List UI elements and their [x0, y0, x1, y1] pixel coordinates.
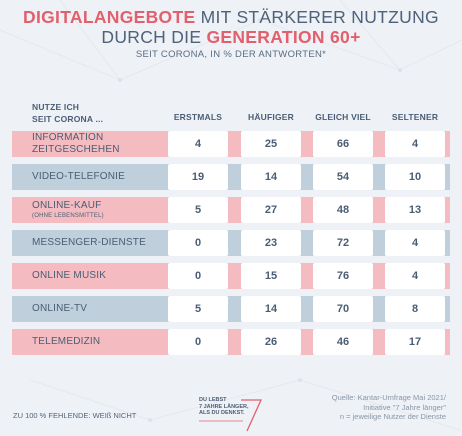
value-cell: 14	[241, 164, 301, 190]
row-label: MESSENGER-DIENSTE	[32, 237, 146, 249]
source-line-2: Initiative "7 Jahre länger"	[363, 402, 446, 412]
row-header: NUTZE ICH SEIT CORONA ...	[32, 101, 103, 125]
source-note: Quelle: Kantar-Umfrage Mai 2021/ Initiat…	[246, 393, 446, 422]
table-row	[12, 197, 450, 223]
logo-line-1: DU LEBST	[199, 397, 227, 403]
value-cell: 5	[168, 197, 228, 223]
logo-text: DU LEBST 7 JAHRE LÄNGER, ALS DU DENKST.	[199, 397, 259, 417]
row-label: ONLINE-TV	[32, 303, 87, 315]
row-label-line: MESSENGER-DIENSTE	[32, 237, 146, 248]
value-cell: 4	[168, 131, 228, 157]
column-header-seltener: SELTENER	[391, 112, 439, 122]
value-cell: 70	[313, 296, 373, 322]
value-cell: 14	[241, 296, 301, 322]
row-label-line: ONLINE-KAUF	[32, 200, 102, 211]
row-label: VIDEO-TELEFONIE	[32, 171, 125, 183]
value-cell: 4	[385, 230, 445, 256]
row-label: TELEMEDIZIN	[32, 336, 100, 348]
value-cell: 66	[313, 131, 373, 157]
value-cell: 26	[241, 329, 301, 355]
value-cell: 8	[385, 296, 445, 322]
value-cell: 19	[168, 164, 228, 190]
row-label-line: TELEMEDIZIN	[32, 336, 101, 347]
row-label-line: ONLINE MUSIK	[32, 270, 107, 281]
title-highlight-1: DIGITALANGEBOTE	[23, 7, 196, 27]
value-cell: 72	[313, 230, 373, 256]
title-text-2: DURCH DIE	[101, 27, 207, 47]
value-cell: 13	[385, 197, 445, 223]
value-cell: 0	[168, 263, 228, 289]
column-header-gleich-viel: GLEICH VIEL	[315, 112, 371, 122]
value-cell: 17	[385, 329, 445, 355]
table-row	[12, 329, 450, 355]
footnote: ZU 100 % FEHLENDE: WEIß NICHT	[13, 411, 137, 420]
title-text-1: MIT STÄRKERER NUTZUNG	[195, 7, 439, 27]
value-cell: 54	[313, 164, 373, 190]
table-row	[12, 230, 450, 256]
row-header-line-2: SEIT CORONA ...	[32, 114, 104, 124]
table-row	[12, 164, 450, 190]
value-cell: 46	[313, 329, 373, 355]
value-cell: 23	[241, 230, 301, 256]
value-cell: 10	[385, 164, 445, 190]
logo-line-2: 7 JAHRE LÄNGER,	[199, 403, 249, 410]
chart-subtitle: SEIT CORONA, IN % DER ANTWORTEN*	[135, 49, 327, 60]
value-cell: 48	[313, 197, 373, 223]
value-cell: 4	[385, 263, 445, 289]
row-label-line: ZEITGESCHEHEN	[32, 144, 120, 155]
row-label: INFORMATION ZEITGESCHEHEN	[32, 132, 120, 156]
column-header-erstmals: ERSTMALS	[173, 112, 223, 122]
row-label-line: VIDEO-TELEFONIE	[32, 171, 126, 182]
source-line-1: Quelle: Kantar-Umfrage Mai 2021/	[331, 393, 446, 402]
value-cell: 76	[313, 263, 373, 289]
title-highlight-2: GENERATION 60+	[206, 27, 361, 47]
value-cell: 25	[241, 131, 301, 157]
row-header-line-1: NUTZE ICH	[32, 102, 80, 112]
value-cell: 0	[168, 230, 228, 256]
value-cell: 5	[168, 296, 228, 322]
row-sublabel: (OHNE LEBENSMITTEL)	[32, 213, 104, 219]
logo: DU LEBST 7 JAHRE LÄNGER, ALS DU DENKST.	[197, 397, 267, 433]
row-label-line: ONLINE-TV	[32, 303, 88, 314]
table-row	[12, 263, 450, 289]
value-cell: 0	[168, 329, 228, 355]
logo-seven-mark	[199, 399, 263, 432]
table-row	[12, 131, 450, 157]
value-cell: 15	[241, 263, 301, 289]
logo-line-3: ALS DU DENKST.	[199, 410, 245, 416]
table-row	[12, 296, 450, 322]
row-label: ONLINE MUSIK	[32, 270, 106, 282]
row-label-line: INFORMATION	[32, 132, 104, 143]
value-cell: 27	[241, 197, 301, 223]
row-label: ONLINE-KAUF (OHNE LEBENSMITTEL)	[32, 200, 104, 220]
chart-title: DIGITALANGEBOTE MIT STÄRKERER NUTZUNG DU…	[0, 7, 462, 47]
source-line-3: n = jeweilige Nutzer der Dienste	[339, 412, 446, 421]
value-cell: 4	[385, 131, 445, 157]
column-header-haeufiger: HÄUFIGER	[248, 112, 294, 122]
